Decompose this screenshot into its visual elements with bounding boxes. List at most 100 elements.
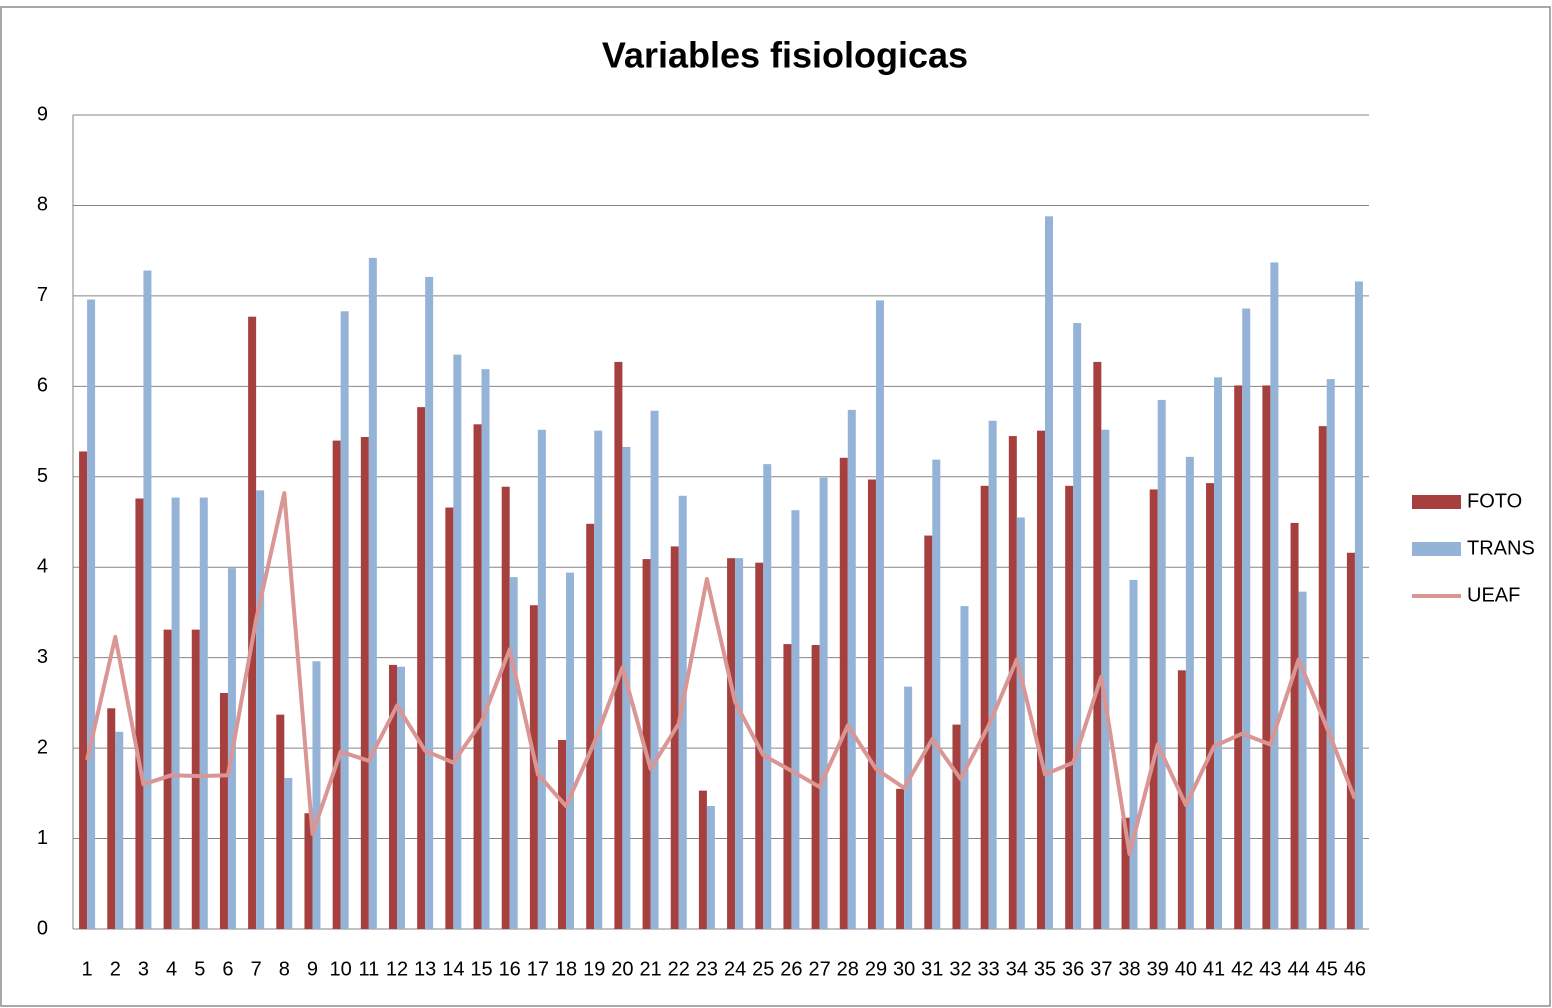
- bar: [1101, 429, 1110, 929]
- y-tick-label: 9: [37, 103, 48, 125]
- bar: [1073, 323, 1082, 929]
- bar: [1185, 456, 1194, 929]
- bar: [1354, 281, 1363, 929]
- bar: [1326, 379, 1335, 929]
- bar: [1290, 522, 1299, 929]
- bar: [1214, 377, 1223, 929]
- x-tick-label: 13: [414, 958, 436, 980]
- x-tick-label: 35: [1034, 958, 1056, 980]
- x-tick-label: 41: [1203, 958, 1225, 980]
- x-tick-label: 44: [1287, 958, 1309, 980]
- x-tick-label: 34: [1006, 958, 1028, 980]
- x-tick-label: 25: [752, 958, 774, 980]
- chart-title: Variables fisiologicas: [602, 35, 968, 76]
- x-tick-label: 28: [837, 958, 859, 980]
- x-tick-label: 24: [724, 958, 746, 980]
- x-tick-label: 38: [1118, 958, 1140, 980]
- x-tick-label: 17: [527, 958, 549, 980]
- x-tick-label: 26: [780, 958, 802, 980]
- bar: [453, 354, 462, 930]
- bar: [360, 436, 369, 929]
- bar: [1157, 399, 1166, 929]
- bar: [248, 316, 257, 929]
- bar: [171, 497, 180, 929]
- x-tick-label: 15: [470, 958, 492, 980]
- x-tick-label: 30: [893, 958, 915, 980]
- legend-label: UEAF: [1467, 584, 1520, 606]
- bar: [1093, 361, 1102, 929]
- bar: [1037, 430, 1045, 929]
- y-tick-label: 3: [37, 646, 48, 668]
- x-tick-label: 36: [1062, 958, 1084, 980]
- bar: [425, 276, 434, 929]
- bar: [1045, 216, 1053, 929]
- bar: [473, 424, 482, 929]
- bar: [924, 535, 933, 929]
- legend-swatch: [1412, 495, 1461, 509]
- bar: [1318, 426, 1327, 929]
- bar: [1242, 308, 1251, 929]
- bar: [614, 361, 623, 929]
- bar: [256, 490, 265, 929]
- bar: [670, 546, 679, 929]
- bar: [763, 464, 772, 929]
- x-tick-label: 22: [668, 958, 690, 980]
- x-tick-label: 43: [1259, 958, 1281, 980]
- bar: [904, 686, 913, 929]
- x-tick-label: 14: [442, 958, 464, 980]
- x-tick-label: 20: [611, 958, 633, 980]
- bar: [340, 311, 349, 930]
- line: [85, 491, 1357, 856]
- bar: [727, 558, 736, 929]
- bar: [566, 572, 575, 929]
- bar: [1206, 483, 1215, 929]
- bar: [163, 629, 172, 929]
- legend-label: TRANS: [1467, 537, 1535, 559]
- legend-swatch: [1412, 542, 1461, 556]
- x-tick-label: 4: [166, 958, 177, 980]
- bar: [1262, 385, 1271, 929]
- y-tick-label: 4: [37, 556, 48, 578]
- bar: [706, 805, 715, 929]
- bar: [1065, 485, 1074, 929]
- x-tick-label: 7: [251, 958, 262, 980]
- x-tick-label: 37: [1090, 958, 1112, 980]
- bar: [143, 270, 152, 929]
- x-tick-label: 19: [583, 958, 605, 980]
- x-tick-label: 21: [639, 958, 661, 980]
- bar: [1016, 517, 1025, 929]
- x-tick-label: 40: [1175, 958, 1197, 980]
- bar: [980, 485, 989, 929]
- x-tick-label: 11: [358, 958, 379, 980]
- bar: [529, 605, 538, 929]
- x-tick-label: 39: [1147, 958, 1169, 980]
- bar: [79, 451, 88, 929]
- bar: [509, 577, 518, 929]
- bar: [1270, 262, 1279, 929]
- x-tick-label: 9: [307, 958, 318, 980]
- x-tick-label: 29: [865, 958, 887, 980]
- bar: [389, 664, 397, 929]
- y-tick-label: 5: [37, 465, 48, 487]
- legend-label: FOTO: [1467, 490, 1522, 512]
- bar: [791, 510, 800, 929]
- bar: [847, 409, 856, 929]
- bar: [988, 420, 997, 929]
- bar: [501, 486, 510, 929]
- bar: [397, 666, 405, 929]
- bar: [135, 498, 144, 929]
- bar: [304, 813, 313, 929]
- x-tick-label: 3: [138, 958, 149, 980]
- bar: [191, 629, 200, 929]
- bar: [698, 790, 707, 929]
- y-tick-label: 2: [37, 736, 48, 758]
- bar: [1121, 817, 1130, 929]
- bar: [839, 457, 848, 929]
- bar: [819, 477, 828, 929]
- x-tick-label: 32: [949, 958, 971, 980]
- x-tick-label: 2: [110, 958, 121, 980]
- x-tick-label: 1: [82, 958, 93, 980]
- bar: [642, 559, 651, 929]
- bar: [368, 257, 377, 929]
- bar: [115, 731, 124, 929]
